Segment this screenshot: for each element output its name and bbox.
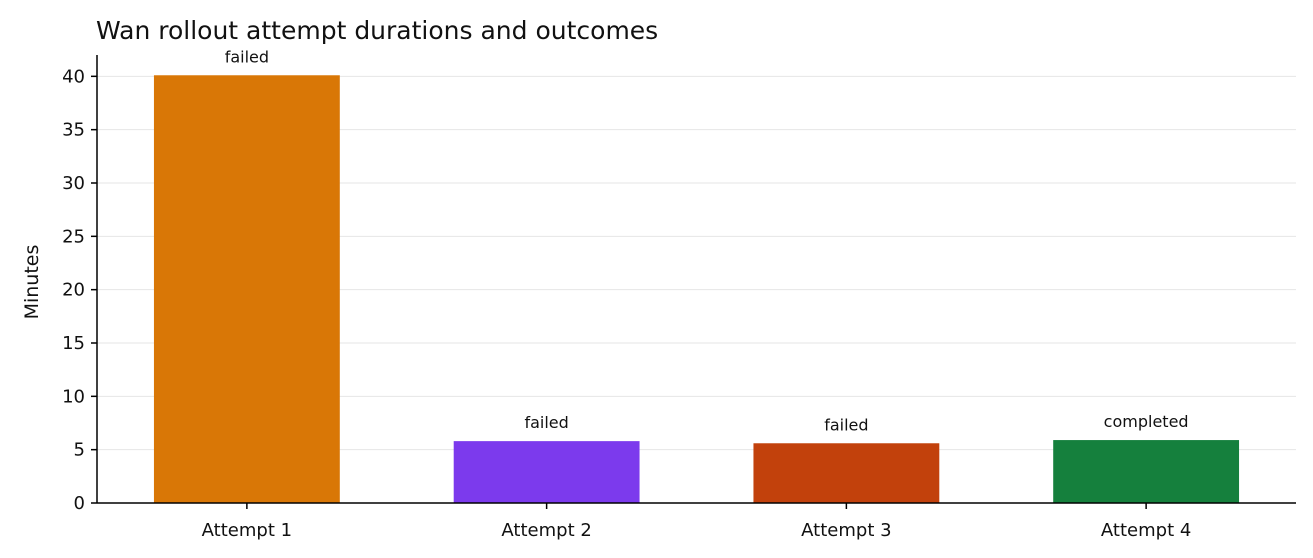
y-tick-label: 15 bbox=[62, 333, 85, 354]
chart-title: Wan rollout attempt durations and outcom… bbox=[96, 16, 658, 45]
x-tick-label: Attempt 1 bbox=[202, 520, 292, 541]
bar-outcome-label: failed bbox=[524, 413, 568, 432]
x-tick-label: Attempt 3 bbox=[801, 520, 891, 541]
y-axis-label: Minutes bbox=[21, 245, 43, 320]
y-tick-label: 30 bbox=[62, 173, 85, 194]
bar bbox=[753, 443, 940, 503]
bar bbox=[453, 441, 640, 503]
bar-outcome-label: completed bbox=[1104, 412, 1189, 431]
bar-labels: failed failed failed completed bbox=[225, 47, 1189, 434]
bar-outcome-label: failed bbox=[225, 47, 269, 66]
bar bbox=[153, 75, 340, 504]
y-tick-label: 0 bbox=[74, 493, 85, 514]
bar bbox=[1053, 440, 1240, 503]
x-tick-label: Attempt 2 bbox=[501, 520, 591, 541]
y-tick-label: 35 bbox=[62, 120, 85, 141]
y-tick-label: 25 bbox=[62, 226, 85, 247]
bar-outcome-label: failed bbox=[824, 415, 868, 434]
y-tick-label: 10 bbox=[62, 386, 85, 407]
bars bbox=[153, 75, 1240, 504]
y-tick-label: 20 bbox=[62, 280, 85, 301]
y-tick-label: 5 bbox=[74, 440, 85, 461]
x-tick-label: Attempt 4 bbox=[1101, 520, 1191, 541]
axes: 0 5 10 15 20 25 30 35 40 Attempt 1 Attempt 2 Attemp… bbox=[62, 55, 1296, 541]
y-tick-label: 40 bbox=[62, 66, 85, 87]
